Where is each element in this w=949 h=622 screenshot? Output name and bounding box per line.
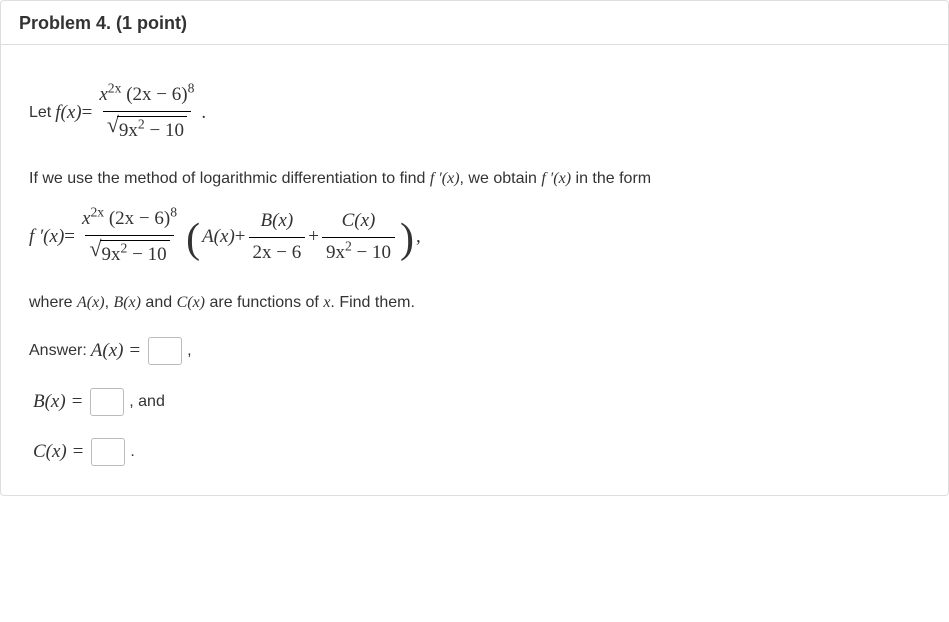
explain-text: If we use the method of logarithmic diff… [29,170,651,187]
B-num: B(x) [257,207,298,237]
C-den: 9x2 − 10 [322,237,395,268]
coef-radicand: 9x2 − 10 [100,240,170,270]
where-text: where A(x), B(x) and C(x) are functions … [29,294,415,311]
and-text: , and [129,390,165,414]
answer-B-row: B(x) = , and [29,388,920,417]
Cx-lhs: C(x) = [33,438,84,467]
num-exp1: 2x [108,81,122,96]
coef-paren: (2x − 6) [104,208,170,229]
Ax-lhs: A(x) = [91,337,141,366]
Cden-exp: 2 [345,238,352,253]
num-x: x [99,84,107,105]
fprime-symbol: f ′(x) [29,223,64,252]
num-paren: (2x − 6) [121,84,187,105]
B-fraction: B(x) 2x − 6 [249,207,306,267]
eq-sign: = [82,99,93,128]
problem-body: Let f(x) = x2x (2x − 6)8 √ 9x2 − 10 . [1,45,948,495]
problem-container: Problem 4. (1 point) Let f(x) = x2x (2x … [0,0,949,496]
radicand: 9x2 − 10 [117,116,187,146]
answer-label: Answer: [29,339,87,363]
main-fraction: x2x (2x − 6)8 √ 9x2 − 10 [95,81,198,145]
comma-A: , [187,339,191,363]
rad-9x: 9x [119,120,138,141]
trailing-comma: , [416,223,421,252]
let-text: Let [29,101,51,125]
coef-fraction: x2x (2x − 6)8 √ 9x2 − 10 [78,205,181,269]
eq-sign-2: = [64,223,75,252]
plus-1: + [235,223,246,252]
Ax-term: A(x) [202,223,235,252]
where-row: where A(x), B(x) and C(x) are functions … [29,291,920,315]
C-num: C(x) [338,207,380,237]
coef-exp1: 2x [90,205,104,220]
coef-den: √ 9x2 − 10 [85,235,173,270]
Bx-lhs: B(x) = [33,388,83,417]
big-lparen-icon: ( [186,218,200,260]
crad-minus10: − 10 [127,244,166,265]
crad-9x: 9x [102,244,121,265]
Cx-input[interactable] [91,438,125,466]
answer-A-row: Answer: A(x) = , [29,337,920,366]
rad-exp: 2 [138,116,145,131]
coef-num: x2x (2x − 6)8 [78,205,181,235]
plus-2: + [308,223,319,252]
Ax-input[interactable] [148,337,182,365]
problem-header: Problem 4. (1 point) [1,1,948,45]
big-rparen-icon: ) [400,218,414,260]
rad-minus10: − 10 [145,120,184,141]
Bx-input[interactable] [90,388,124,416]
definition-row: Let f(x) = x2x (2x − 6)8 √ 9x2 − 10 . [29,81,920,145]
Cden-minus10: − 10 [352,242,391,263]
fraction-numerator: x2x (2x − 6)8 [95,81,198,111]
num-exp2: 8 [188,81,195,96]
coef-sqrt: √ 9x2 − 10 [89,240,169,270]
coef-exp2: 8 [170,205,177,220]
period-C: . [130,440,134,464]
sqrt: √ 9x2 − 10 [107,116,187,146]
explain-row: If we use the method of logarithmic diff… [29,167,920,191]
answer-C-row: C(x) = . [29,438,920,467]
C-fraction: C(x) 9x2 − 10 [322,207,395,267]
B-den: 2x − 6 [249,237,306,268]
period: . [201,99,206,128]
problem-points: (1 point) [116,13,187,33]
fprime-row: f ′(x) = x2x (2x − 6)8 √ 9x2 − 10 ( A(x) [29,205,920,269]
fx-symbol: f(x) [55,99,81,128]
problem-title: Problem 4. [19,13,111,33]
Cden-9x: 9x [326,242,345,263]
fraction-denominator: √ 9x2 − 10 [103,111,191,146]
